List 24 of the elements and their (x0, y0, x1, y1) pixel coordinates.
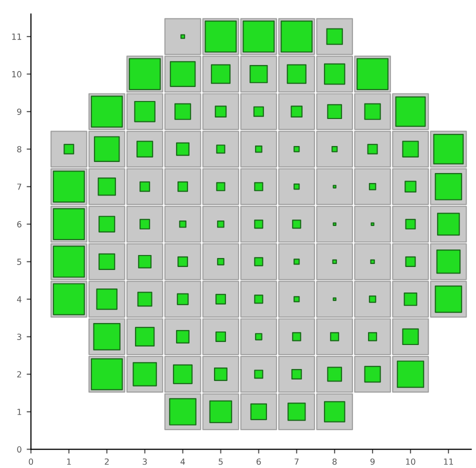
y-tick-label: 3 (17, 334, 22, 340)
y-tick-label: 5 (17, 258, 22, 265)
x-tick-label: 7 (294, 458, 299, 465)
y-tick-label: 10 (12, 71, 22, 78)
y-tick-label: 11 (12, 34, 22, 40)
y-tick-label: 7 (17, 184, 22, 190)
y-tick-label: 8 (17, 146, 22, 152)
x-tick-label: 11 (444, 458, 453, 465)
y-tick-label: 6 (17, 221, 22, 228)
x-tick-label: 3 (142, 458, 147, 465)
x-tick-label: 2 (104, 458, 109, 465)
x-tick-label: 4 (180, 458, 185, 465)
x-tick-label: 6 (256, 458, 261, 465)
x-tick-label: 8 (332, 458, 337, 465)
y-tick-label: 1 (18, 408, 22, 415)
x-tick-label: 10 (406, 458, 416, 465)
y-tick-label: 2 (17, 371, 22, 378)
y-tick-label: 9 (17, 108, 22, 115)
y-tick-label: 0 (17, 446, 22, 453)
x-tick-label: 0 (28, 458, 34, 465)
x-tick-label: 1 (67, 458, 71, 465)
x-tick-label: 5 (218, 458, 223, 465)
y-tick-label: 4 (17, 296, 22, 302)
x-tick-label: 9 (370, 458, 375, 465)
